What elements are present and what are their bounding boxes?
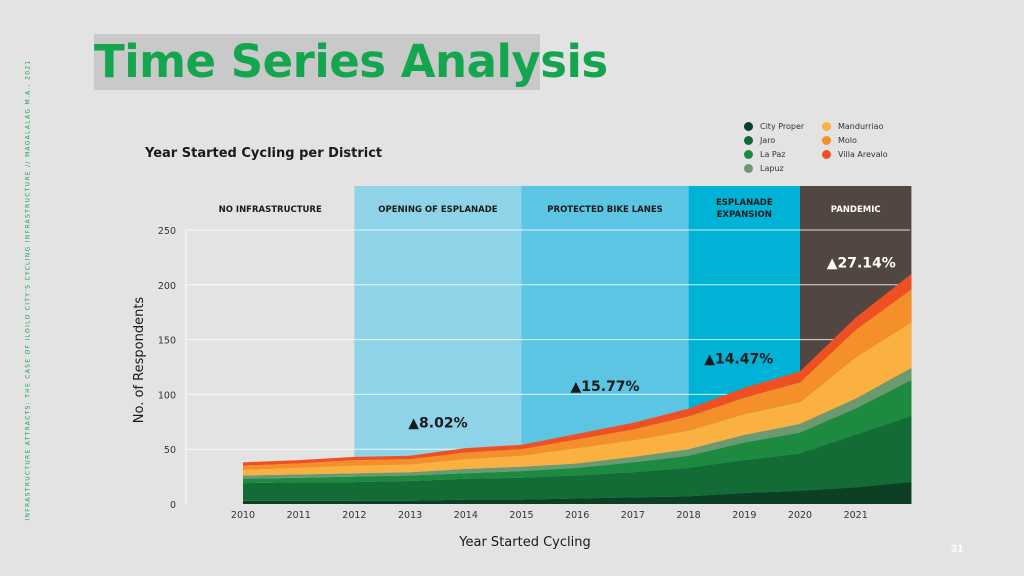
x-tick-label: 2015: [509, 510, 533, 521]
x-tick-label: 2014: [454, 510, 478, 521]
x-axis-title: Year Started Cycling: [458, 535, 590, 550]
legend-item-city-proper: City Proper: [744, 122, 804, 131]
legend-label: Lapuz: [760, 164, 784, 173]
legend-swatch: [744, 122, 753, 131]
period-label-4-line2: EXPANSION: [717, 210, 772, 220]
legend-swatch: [744, 150, 753, 159]
growth-annotation-3: ▲14.47%: [704, 352, 773, 368]
period-label-3: PROTECTED BIKE LANES: [547, 205, 663, 215]
legend-swatch: [744, 136, 753, 145]
legend-swatch: [744, 164, 753, 173]
period-label-4-line1: ESPLANADE: [716, 198, 773, 208]
area-series-la-paz: [243, 380, 912, 484]
x-tick-label: 2019: [732, 510, 756, 521]
area-series-city-proper: [243, 482, 912, 504]
x-tick-label: 2016: [565, 510, 589, 521]
period-label-1: NO INFRASTRUCTURE: [219, 205, 322, 215]
y-tick-label: 250: [158, 226, 176, 237]
legend-label: La Paz: [760, 150, 786, 159]
legend-swatch: [822, 122, 831, 131]
legend-item-jaro: Jaro: [744, 136, 775, 145]
growth-annotation-4: ▲27.14%: [827, 255, 896, 271]
period-label-5: PANDEMIC: [831, 205, 881, 215]
area-series-jaro: [243, 416, 912, 501]
legend-swatch: [822, 136, 831, 145]
y-tick-label: 50: [164, 445, 176, 456]
x-tick-label: 2020: [788, 510, 812, 521]
slide-title: Time Series Analysis: [94, 35, 608, 88]
legend-item-la-paz: La Paz: [744, 150, 785, 159]
page-number: 31: [951, 543, 964, 555]
growth-annotation-1: ▲8.02%: [408, 415, 467, 431]
legend-label: Jaro: [760, 136, 776, 145]
legend-item-molo: Molo: [822, 136, 857, 145]
period-label-2: OPENING OF ESPLANADE: [378, 205, 497, 215]
title-highlight-box: [94, 34, 540, 90]
x-tick-label: 2017: [621, 510, 645, 521]
legend-label: Mandurriao: [838, 122, 884, 131]
legend-swatch: [822, 150, 831, 159]
y-tick-label: 100: [158, 390, 176, 401]
growth-annotation-2: ▲15.77%: [571, 379, 640, 395]
legend-label: Villa Arevalo: [838, 150, 888, 159]
legend-label: City Proper: [760, 122, 805, 131]
y-axis-title: No. of Respondents: [132, 297, 147, 424]
x-tick-label: 2010: [231, 510, 255, 521]
legend-label: Molo: [838, 136, 857, 145]
x-tick-label: 2013: [398, 510, 422, 521]
x-tick-label: 2021: [844, 510, 868, 521]
legend-item-villa-arevalo: Villa Arevalo: [822, 150, 888, 159]
chart-title: Year Started Cycling per District: [145, 146, 383, 161]
x-tick-label: 2011: [287, 510, 311, 521]
legend-item-lapuz: Lapuz: [744, 164, 784, 173]
x-tick-label: 2018: [677, 510, 701, 521]
legend-item-mandurriao: Mandurriao: [822, 122, 883, 131]
y-tick-label: 0: [170, 500, 176, 511]
x-tick-label: 2012: [342, 510, 366, 521]
y-tick-label: 200: [158, 281, 176, 292]
y-tick-label: 150: [158, 336, 176, 347]
